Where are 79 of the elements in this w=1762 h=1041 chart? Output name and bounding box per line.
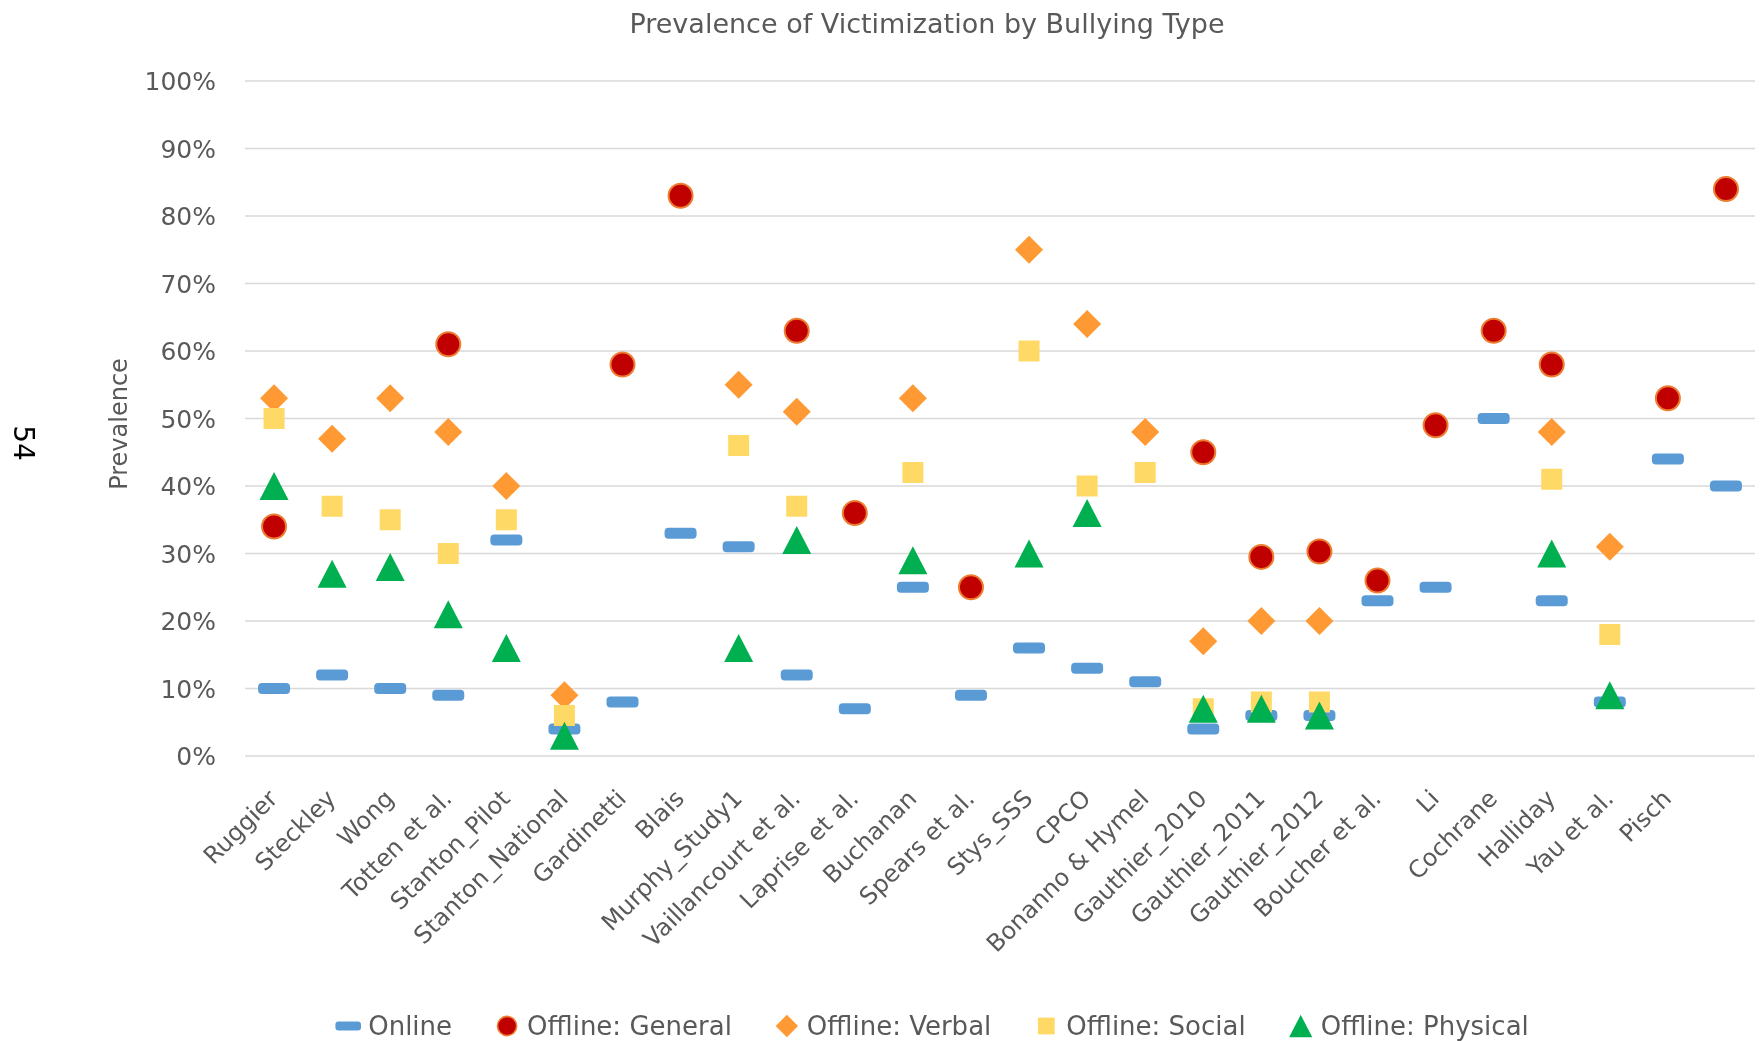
point (1654, 385, 1681, 412)
point (318, 424, 347, 453)
point (1072, 499, 1102, 527)
point (898, 546, 928, 575)
point (491, 634, 521, 662)
point (786, 495, 808, 517)
y-tick-label: 20% (160, 607, 216, 636)
point (1305, 607, 1334, 635)
point (1018, 340, 1040, 362)
point (1247, 607, 1276, 635)
point (1599, 624, 1621, 645)
y-tick-label: 70% (160, 269, 216, 299)
legend-label: Offline: Verbal (806, 1011, 992, 1041)
point (724, 634, 754, 662)
y-tick-label: 60% (160, 337, 216, 366)
point (321, 495, 343, 517)
point (1537, 418, 1566, 446)
point (1306, 538, 1333, 565)
y-tick-label: 0% (176, 742, 216, 771)
point (841, 500, 868, 526)
y-tick-label: 50% (160, 404, 216, 434)
legend-label: Offline: Social (1066, 1011, 1246, 1041)
point (263, 408, 285, 429)
point (898, 384, 927, 413)
legend-label: Offline: Physical (1320, 1011, 1529, 1041)
point (434, 418, 463, 446)
point (549, 721, 579, 750)
point (1422, 412, 1449, 439)
text: 54 (7, 425, 40, 461)
point (782, 526, 812, 554)
point (1076, 475, 1098, 497)
point (375, 553, 405, 581)
point (317, 559, 347, 588)
point (433, 600, 463, 629)
point (1134, 462, 1156, 483)
point (259, 472, 289, 500)
point (957, 574, 984, 601)
point (1073, 310, 1102, 338)
point (609, 351, 636, 378)
point (1712, 176, 1739, 202)
chart-title: Prevalence of Victimization by Bullying Type (629, 8, 1225, 39)
point (783, 317, 810, 344)
point (724, 370, 753, 399)
point (1480, 317, 1507, 344)
point (1131, 418, 1160, 446)
point (1538, 351, 1565, 378)
legend-label: Online (368, 1011, 453, 1041)
point (782, 397, 811, 426)
point (902, 462, 924, 483)
point (1015, 235, 1044, 264)
y-tick-label: 40% (160, 472, 216, 501)
point (1304, 701, 1334, 730)
point (1246, 694, 1276, 723)
point (728, 435, 750, 456)
y-axis-title: Prevalence (105, 358, 133, 490)
point (553, 705, 575, 726)
point (1364, 567, 1391, 594)
y-tick-label: 30% (160, 539, 216, 569)
point (1190, 439, 1217, 466)
y-tick-label: 10% (160, 674, 216, 704)
point (1541, 468, 1563, 490)
y-tick-label: 80% (160, 202, 216, 231)
point (1248, 543, 1275, 570)
point (435, 331, 462, 358)
point (1189, 627, 1218, 656)
point (667, 182, 694, 209)
point (492, 472, 521, 500)
point (376, 384, 405, 413)
y-tick-label: 90% (160, 134, 216, 164)
point (1537, 539, 1567, 568)
point (437, 543, 459, 564)
point (1595, 532, 1624, 561)
point (1595, 681, 1625, 710)
point (379, 509, 401, 531)
legend-label: Offline: General (527, 1011, 732, 1041)
point (1014, 539, 1044, 568)
point (261, 513, 288, 540)
point (495, 509, 517, 531)
y-tick-label: 100% (144, 67, 216, 96)
